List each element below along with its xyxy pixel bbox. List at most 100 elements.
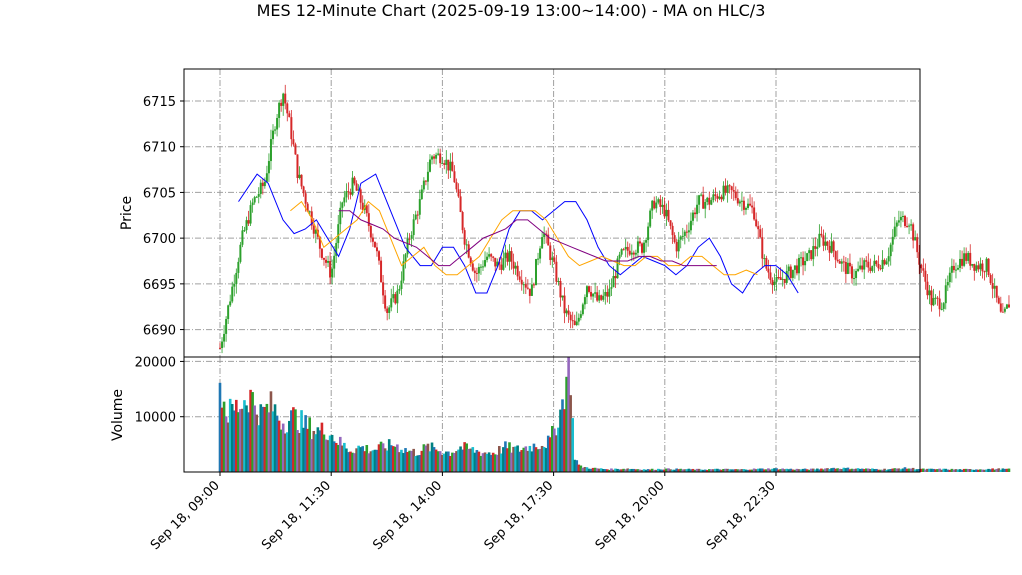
volume-bar	[591, 467, 595, 472]
volume-bar	[426, 443, 430, 472]
candle-body	[453, 171, 456, 183]
candle-body	[875, 260, 878, 264]
candle-body	[355, 183, 358, 191]
candle-body	[398, 288, 401, 291]
candle-body	[749, 203, 752, 206]
volume-bar	[551, 426, 554, 472]
candle-body	[910, 224, 913, 226]
volume-bar	[926, 468, 929, 472]
candle-body	[235, 272, 238, 285]
volume-bar	[606, 469, 609, 472]
volume-bar	[235, 399, 238, 472]
candle-body	[357, 189, 360, 191]
candle-body	[689, 220, 692, 231]
volume-bar	[654, 469, 658, 472]
candle-body	[341, 202, 344, 208]
volume-bar	[718, 469, 721, 472]
volume-bar	[901, 468, 905, 472]
volume-bar	[807, 469, 811, 472]
volume-bar	[805, 469, 809, 472]
candle-body	[785, 271, 788, 283]
volume-bar	[610, 468, 613, 472]
candle-body	[571, 320, 574, 322]
volume-bar	[852, 469, 856, 472]
volume-bar	[522, 447, 526, 472]
volume-bar	[218, 382, 222, 472]
volume-bar	[883, 468, 886, 472]
volume-bar	[785, 468, 789, 472]
volume-bar	[889, 468, 893, 472]
volume-bar	[689, 469, 693, 472]
candle-body	[755, 219, 758, 227]
volume-bar	[292, 407, 295, 472]
candle-body	[435, 154, 438, 159]
candle-body	[308, 211, 311, 213]
volume-bar	[769, 469, 772, 472]
volume-bar	[777, 469, 780, 472]
volume-bar	[373, 449, 377, 472]
candle-body	[1003, 308, 1006, 312]
candle-body	[239, 244, 242, 262]
volume-bar	[561, 399, 564, 472]
volume-bar	[312, 430, 316, 472]
candle-body	[879, 268, 882, 270]
volume-bar	[687, 468, 691, 472]
candle-body	[457, 189, 460, 197]
candle-body	[585, 286, 588, 298]
volume-bar	[420, 450, 424, 472]
candle-body	[954, 269, 957, 271]
candle-body	[704, 202, 707, 209]
volume-bar	[856, 468, 860, 472]
candle-body	[369, 225, 372, 238]
volume-bar	[793, 469, 797, 472]
volume-bar	[322, 434, 326, 472]
volume-bar	[387, 439, 391, 472]
volume-bar	[750, 469, 754, 472]
volume-bar	[555, 435, 558, 472]
volume-bar	[862, 469, 866, 472]
volume-bar	[281, 423, 285, 472]
candle-body	[569, 314, 572, 321]
volume-bar	[341, 445, 344, 472]
volume-bar	[599, 468, 603, 472]
volume-bar	[604, 469, 607, 472]
candle-body	[449, 161, 452, 171]
candle-body	[337, 224, 340, 244]
volume-bar	[577, 464, 581, 472]
candle-body	[410, 235, 413, 239]
candle-body	[983, 271, 986, 273]
candle-body	[848, 262, 851, 267]
candle-body	[820, 233, 823, 236]
candle-body	[634, 252, 637, 255]
volume-bar	[245, 405, 248, 472]
candle-body	[687, 230, 690, 233]
volume-bar	[436, 451, 440, 472]
candle-body	[318, 236, 321, 249]
candle-body	[555, 261, 558, 282]
candle-body	[893, 226, 896, 237]
candle-body	[367, 213, 370, 226]
volume-bar	[453, 452, 456, 472]
volume-bar	[877, 469, 880, 472]
candle-body	[345, 191, 348, 198]
volume-bar	[524, 446, 528, 472]
volume-bar	[220, 407, 224, 472]
volume-bar	[736, 469, 740, 472]
volume-bar	[836, 468, 840, 472]
volume-bar	[493, 454, 497, 472]
volume-bar	[740, 469, 744, 472]
volume-bar	[544, 448, 548, 472]
volume-bar	[414, 455, 418, 472]
volume-bar	[934, 469, 937, 472]
volume-bar	[563, 409, 566, 472]
volume-bar	[763, 469, 766, 472]
volume-bar	[359, 447, 362, 472]
price-axis-label: Price	[119, 196, 135, 230]
candle-body	[331, 268, 334, 278]
candle-body	[736, 198, 739, 204]
volume-bar	[351, 452, 354, 472]
chart-title: MES 12-Minute Chart (2025-09-19 13:00~14…	[257, 1, 766, 20]
volume-bar	[797, 469, 801, 472]
candle-body	[965, 253, 968, 261]
volume-bar	[699, 469, 703, 472]
